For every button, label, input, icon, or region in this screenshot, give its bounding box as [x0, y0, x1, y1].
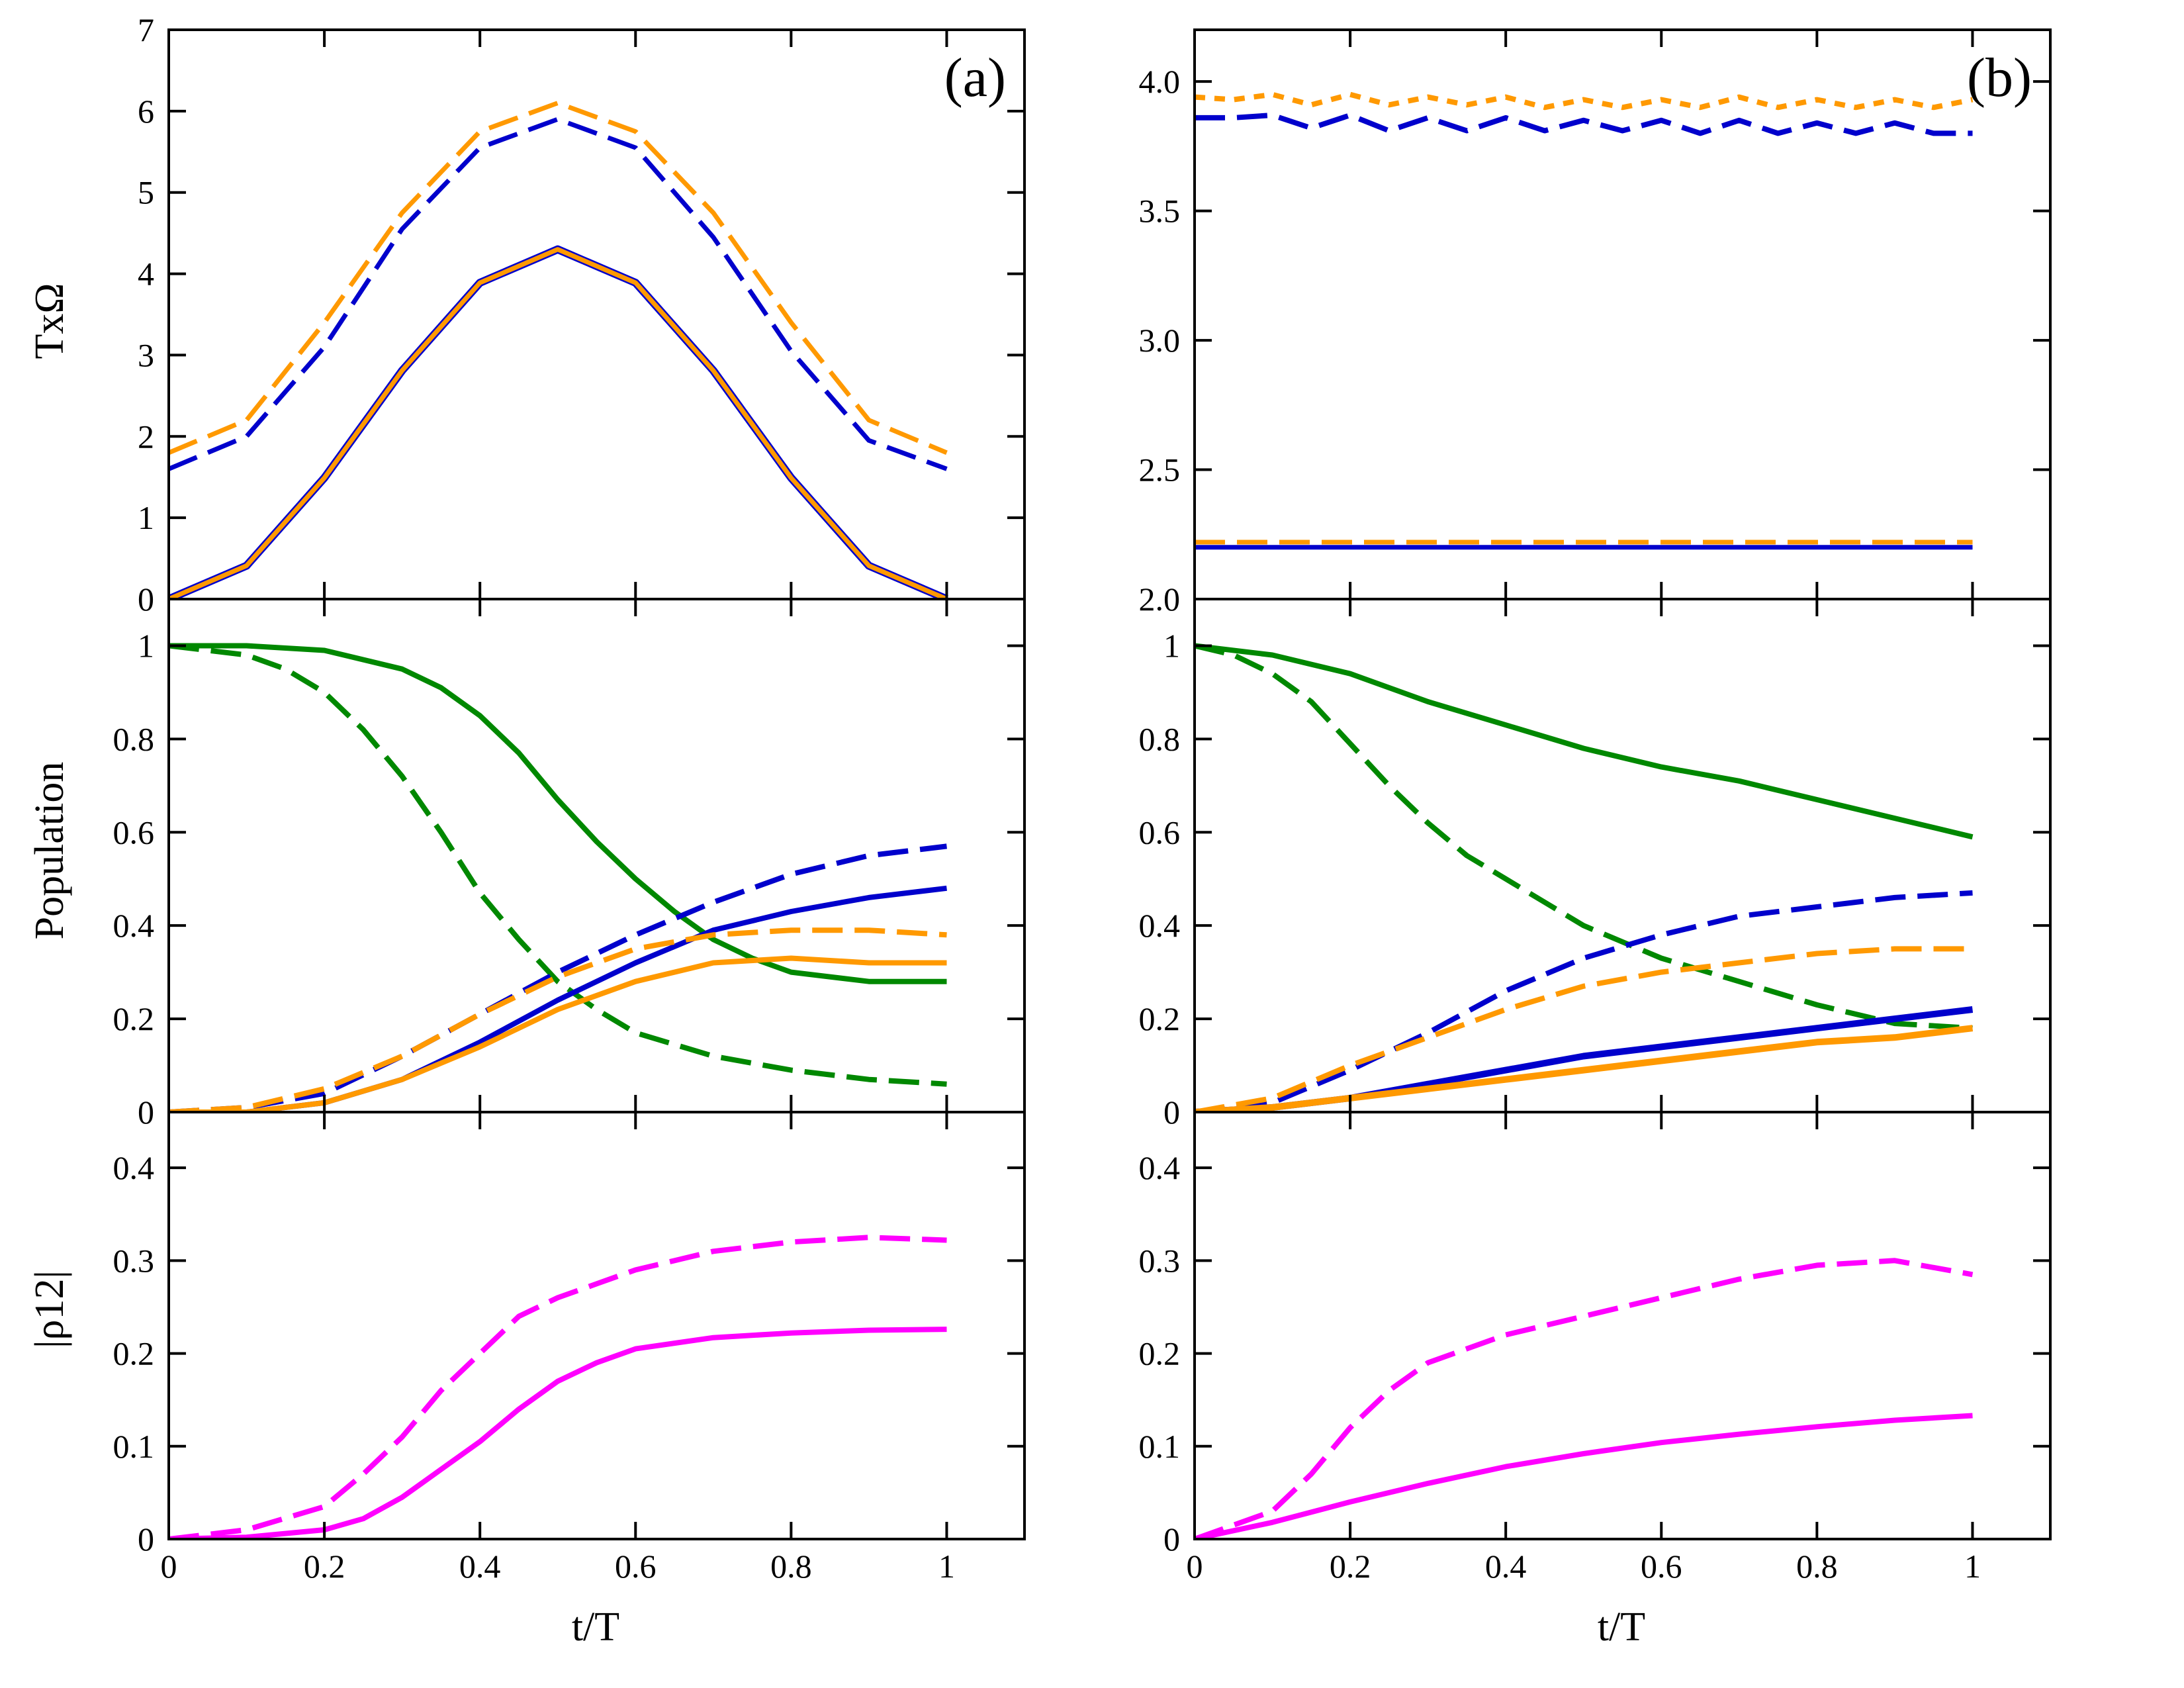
x-tick-label: 0.2 — [304, 1548, 345, 1585]
series-line-4 — [169, 843, 947, 1112]
plot-frame — [167, 1111, 1026, 1540]
series-group — [1195, 91, 1974, 550]
series-line-6 — [1195, 946, 1973, 1112]
row-title-bot: |ρ12| — [27, 1270, 72, 1348]
row-title-mid: Population — [27, 762, 72, 940]
series-line-2 — [1195, 1258, 1974, 1539]
series-line-1 — [1195, 91, 1974, 111]
y-tick-label: 0 — [138, 581, 154, 618]
series-group — [169, 1235, 947, 1539]
y-tick-label: 4.0 — [1139, 63, 1181, 100]
x-tick-label: 0.4 — [459, 1548, 501, 1585]
plot-frame — [1193, 1111, 2052, 1540]
series-line-2 — [1195, 113, 1973, 136]
series-line-1 — [169, 643, 947, 984]
y-tick-label: 2.5 — [1139, 451, 1181, 489]
series-line-5 — [169, 955, 947, 1112]
x-tick-label: 1 — [938, 1548, 955, 1585]
x-tick-label: 0.6 — [1641, 1548, 1682, 1585]
y-tick-label: 0 — [1163, 1094, 1180, 1131]
y-tick-label: 7 — [138, 11, 154, 48]
series-line-2 — [169, 247, 948, 599]
series-line-4 — [169, 117, 948, 471]
y-tick-label: 4 — [138, 256, 154, 293]
y-tick-label: 3.5 — [1139, 193, 1181, 230]
y-tick-label: 2 — [138, 418, 154, 455]
x-tick-label: 0.8 — [770, 1548, 812, 1585]
y-tick-label: 0.2 — [113, 1335, 155, 1372]
series-line-5 — [1195, 1025, 1974, 1112]
y-tick-label: 0.4 — [1139, 1149, 1181, 1186]
y-tick-label: 0.8 — [1139, 720, 1181, 757]
y-tick-label: 0.4 — [1139, 907, 1181, 944]
row-title-top: TxΩ — [27, 283, 72, 359]
series-line-6 — [169, 927, 947, 1112]
panel-a-top: 0 1 2 3 4 5 6 7 (a) — [138, 11, 1026, 618]
y-tick-label: 0.4 — [113, 907, 155, 944]
panel-a-bot: 0 0.2 0.4 0.6 0.8 1 0 0.1 0.2 0.3 0.4 — [113, 1111, 1026, 1585]
y-tick-label: 0.2 — [1139, 1000, 1181, 1037]
y-tick-label: 0.3 — [1139, 1242, 1181, 1279]
y-tick-label: 1 — [138, 627, 154, 664]
series-line-2 — [169, 1235, 947, 1539]
x-tick-label: 1 — [1964, 1548, 1981, 1585]
series-line-2 — [1195, 643, 1973, 1031]
series-line-3 — [169, 101, 948, 455]
series-group — [1195, 1258, 1974, 1539]
y-tick-label: 0.1 — [1139, 1428, 1181, 1465]
panel-tag: (a) — [944, 47, 1006, 109]
x-tick-label: 0.8 — [1796, 1548, 1838, 1585]
y-tick-label: 6 — [138, 93, 154, 130]
panel-b-mid: 0 0.2 0.4 0.6 0.8 1 — [1139, 598, 2052, 1131]
y-tick-label: 0 — [138, 1521, 154, 1558]
y-tick-label: 0.4 — [113, 1149, 155, 1186]
panel-b-bot: 0 0.2 0.4 0.6 0.8 1 0 0.1 0.2 0.3 0.4 — [1139, 1111, 2052, 1585]
y-tick-label: 0 — [138, 1094, 154, 1131]
series-line-1 — [1195, 1413, 1973, 1539]
y-tick-label: 2.0 — [1139, 581, 1181, 618]
x-axis-title-left: t/T — [572, 1605, 619, 1650]
series-line-2 — [169, 643, 947, 1087]
x-tick-label: 0 — [1187, 1548, 1203, 1585]
x-axis-title-right: t/T — [1598, 1605, 1645, 1650]
y-tick-label: 0.2 — [1139, 1335, 1181, 1372]
series-group — [1195, 643, 1974, 1112]
y-tick-label: 0.8 — [113, 720, 155, 757]
series-line-1 — [169, 1327, 947, 1539]
x-tick-label: 0.4 — [1485, 1548, 1527, 1585]
x-tick-label: 0.2 — [1330, 1548, 1371, 1585]
y-tick-label: 5 — [138, 174, 154, 211]
y-tick-label: 0.1 — [113, 1428, 155, 1465]
y-tick-label: 3 — [138, 336, 154, 373]
y-tick-label: 0.6 — [113, 814, 155, 851]
y-tick-label: 0.6 — [1139, 814, 1181, 851]
panel-tag: (b) — [1967, 47, 2032, 109]
y-tick-label: 1 — [138, 499, 154, 536]
x-tick-label: 0 — [161, 1548, 177, 1585]
series-group — [169, 101, 948, 599]
y-tick-label: 0 — [1163, 1521, 1180, 1558]
series-line-1 — [1195, 643, 1974, 840]
y-tick-label: 1 — [1163, 627, 1180, 664]
panel-b-top: 2.0 2.5 3.0 3.5 4.0 (b) — [1139, 28, 2052, 618]
series-group — [169, 643, 947, 1112]
y-tick-label: 0.2 — [113, 1000, 155, 1037]
x-tick-label: 0.6 — [615, 1548, 657, 1585]
y-tick-label: 3.0 — [1139, 322, 1181, 359]
series-line-4 — [1195, 890, 1973, 1112]
panel-a-mid: 0 0.2 0.4 0.6 0.8 1 — [113, 598, 1026, 1131]
y-tick-label: 0.3 — [113, 1242, 155, 1279]
